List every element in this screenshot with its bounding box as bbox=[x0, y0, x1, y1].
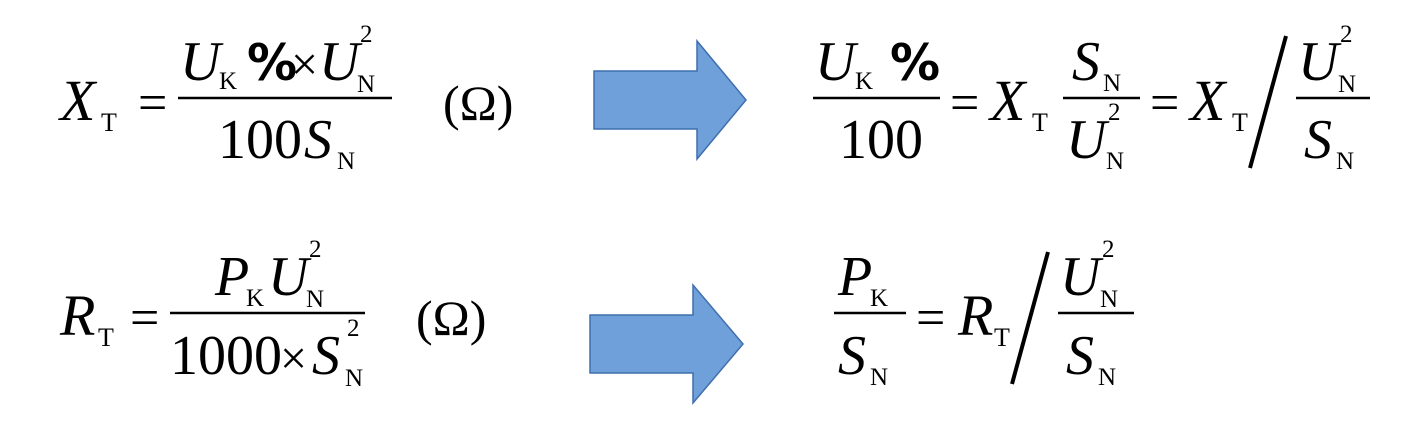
rtd-u-n: N bbox=[1100, 286, 1118, 313]
rt-lhs-symbol: R bbox=[59, 283, 95, 348]
rtd-t: T bbox=[994, 323, 1010, 352]
rt-unit-ohm: (Ω) bbox=[416, 290, 486, 346]
formula-xt: X T = U K % × U 2 N 100 S N (Ω) bbox=[58, 21, 513, 175]
rtd-u-sq: 2 bbox=[1102, 236, 1115, 263]
xtd-frac-k: K bbox=[855, 68, 873, 95]
xt-lhs-subscript: T bbox=[101, 108, 117, 137]
xtd-r-num-sq: 2 bbox=[1340, 21, 1353, 48]
rtd-k: K bbox=[870, 285, 888, 312]
xtd-u-den-sq: 2 bbox=[1108, 99, 1121, 126]
xtd-division-slash bbox=[1248, 35, 1288, 169]
xt-den-s: S bbox=[304, 109, 332, 171]
xtd-x1: X bbox=[988, 68, 1028, 133]
right-arrow-icon bbox=[593, 38, 747, 162]
xt-den-100: 100 bbox=[218, 109, 302, 171]
rtd-division-slash bbox=[1010, 251, 1050, 385]
rtd-u: U bbox=[1060, 246, 1104, 308]
xt-lhs-symbol: X bbox=[58, 68, 98, 133]
xtd-s-num: S bbox=[1072, 31, 1100, 93]
xtd-r-den-s: S bbox=[1304, 109, 1332, 171]
xtd-frac-u: U bbox=[815, 31, 859, 93]
xt-den-n: N bbox=[337, 148, 355, 175]
xtd-u-den-n: N bbox=[1106, 148, 1124, 175]
rt-den-sq: 2 bbox=[347, 315, 360, 342]
xt-unit-ohm: (Ω) bbox=[443, 75, 513, 131]
rtd-equals: = bbox=[916, 290, 945, 347]
rt-num-sq: 2 bbox=[309, 236, 322, 263]
xt-equals: = bbox=[138, 75, 167, 132]
xt-num-percent: % bbox=[247, 34, 297, 92]
rtd-s-n: N bbox=[870, 364, 888, 391]
xtd-frac-100: 100 bbox=[839, 109, 923, 171]
rt-num-n: N bbox=[306, 286, 324, 313]
xtd-frac-percent: % bbox=[890, 34, 940, 92]
rt-den-s: S bbox=[312, 325, 340, 387]
formula-rt: R T = P K U 2 N 1000 × S 2 N (Ω) bbox=[59, 236, 486, 392]
xtd-r-num-n: N bbox=[1338, 71, 1356, 98]
xt-num-times: × bbox=[291, 38, 318, 91]
xtd-u-den: U bbox=[1066, 109, 1110, 171]
xt-num-u2: U bbox=[319, 31, 363, 93]
xtd-t1: T bbox=[1032, 108, 1048, 137]
rtd-p: P bbox=[837, 246, 872, 308]
rt-den-1000: 1000 bbox=[170, 325, 282, 387]
rt-den-n: N bbox=[345, 365, 363, 392]
rt-lhs-subscript: T bbox=[98, 323, 114, 352]
xtd-equals-1: = bbox=[950, 75, 979, 132]
xtd-r-den-n: N bbox=[1336, 148, 1354, 175]
xtd-equals-2: = bbox=[1150, 75, 1179, 132]
xtd-s-num-n: N bbox=[1103, 70, 1121, 97]
formula-rt-derived: P K S N = R T U 2 N S N bbox=[834, 236, 1134, 391]
rt-num-k: K bbox=[246, 285, 264, 312]
xt-num-k: K bbox=[219, 68, 237, 95]
xtd-t2: T bbox=[1232, 108, 1248, 137]
xtd-r-num-u: U bbox=[1298, 31, 1342, 93]
formula-xt-derived: U K % 100 = X T S N U 2 N = X T U 2 N S … bbox=[813, 21, 1370, 175]
xt-num-square: 2 bbox=[360, 21, 373, 48]
rtd-s2-n: N bbox=[1098, 364, 1116, 391]
rt-num-u: U bbox=[268, 246, 312, 308]
xt-num-u1: U bbox=[180, 31, 224, 93]
rtd-s2: S bbox=[1066, 325, 1094, 387]
rt-equals: = bbox=[130, 290, 159, 347]
rt-num-p: P bbox=[214, 246, 249, 308]
rtd-r: R bbox=[957, 283, 993, 348]
xtd-x2: X bbox=[1188, 68, 1228, 133]
rt-den-times: × bbox=[280, 332, 307, 385]
xt-num-n: N bbox=[357, 71, 375, 98]
right-arrow-icon bbox=[589, 282, 744, 406]
rtd-s: S bbox=[838, 325, 866, 387]
